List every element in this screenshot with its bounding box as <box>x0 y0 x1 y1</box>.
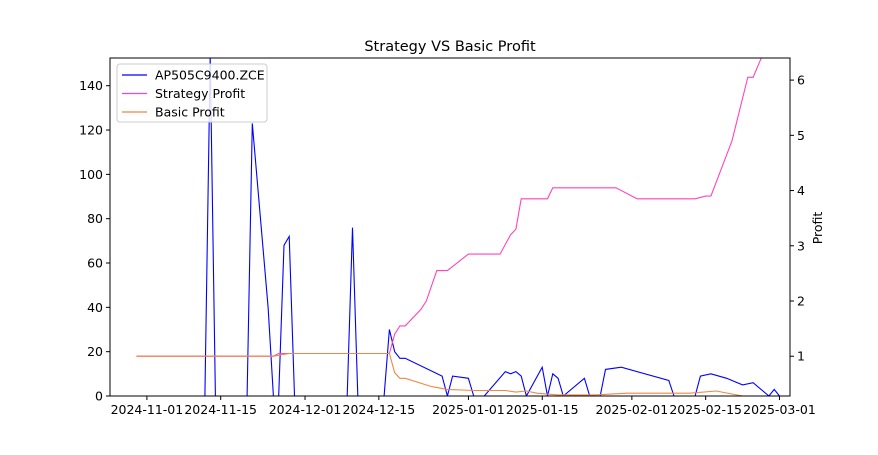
y-left-tick-label: 60 <box>87 256 103 271</box>
series-line-2 <box>136 352 780 396</box>
y-left-tick-label: 20 <box>87 344 103 359</box>
legend: AP505C9400.ZCE Strategy Profit Basic Profi… <box>116 63 268 123</box>
legend-box <box>116 63 268 123</box>
y-right-tick-label: 6 <box>797 73 805 88</box>
legend-label-2: Basic Profit <box>155 105 225 120</box>
x-tick-label: 2024-12-15 <box>343 402 416 417</box>
series-line-1 <box>136 58 762 357</box>
y-left-tick-label: 120 <box>79 123 103 138</box>
y-left-tick-label: 40 <box>87 300 103 315</box>
right-axis-label: Profit <box>810 212 825 245</box>
x-tick-label: 2024-11-01 <box>111 402 184 417</box>
x-tick-label: 2024-11-15 <box>184 402 257 417</box>
x-tick-label: 2025-01-01 <box>432 402 505 417</box>
y-right-tick-label: 3 <box>797 238 805 253</box>
legend-label-0: AP505C9400.ZCE <box>155 68 265 83</box>
x-tick-label: 2024-12-01 <box>269 402 342 417</box>
x-tick-label: 2025-03-01 <box>743 402 816 417</box>
y-right-tick-label: 2 <box>797 294 805 309</box>
series-layer <box>136 58 780 396</box>
legend-label-1: Strategy Profit <box>155 86 245 101</box>
x-tick-label: 2025-02-01 <box>596 402 669 417</box>
y-left-tick-label: 100 <box>79 167 103 182</box>
x-tick-label: 2025-02-15 <box>669 402 742 417</box>
plot-frame <box>109 57 791 397</box>
y-left-tick-label: 0 <box>95 389 103 404</box>
y-left-tick-label: 80 <box>87 211 103 226</box>
y-left-tick-label: 140 <box>79 78 103 93</box>
x-tick-label: 2025-01-15 <box>506 402 579 417</box>
y-right-tick-label: 4 <box>797 183 805 198</box>
chart-title: Strategy VS Basic Profit <box>364 39 536 55</box>
y-right-tick-label: 5 <box>797 128 805 143</box>
series-line-0 <box>136 58 780 396</box>
y-right-tick-label: 1 <box>797 349 805 364</box>
axes-layer: 2024-11-01 2024-11-15 2024-12-01 2024-12-15… <box>79 57 816 417</box>
